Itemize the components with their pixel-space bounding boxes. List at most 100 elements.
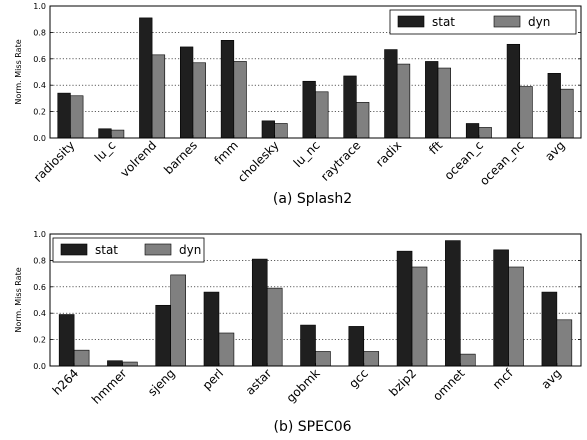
y-tick-label: 0.0	[33, 362, 46, 371]
bar-dyn-radiosity	[70, 95, 84, 139]
bar-dyn-volrend	[151, 54, 166, 139]
bar-stat-sjeng	[155, 304, 171, 367]
x-tick-label: astar	[243, 366, 275, 398]
x-tick-label: raytrace	[318, 138, 364, 184]
bar-stat-lu_nc	[302, 80, 316, 139]
x-tick-label: barnes	[161, 138, 200, 177]
bar-stat-fft	[425, 61, 439, 139]
y-tick-label: 0.4	[33, 309, 46, 318]
y-axis-label: Norm. Miss Rate	[14, 267, 23, 332]
bar-stat-fmm	[220, 40, 235, 139]
chart-caption: (a) Splash2	[273, 191, 352, 207]
x-tick-label: avg	[542, 138, 568, 164]
legend-label-dyn: dyn	[528, 15, 550, 29]
y-tick-label: 0.6	[33, 283, 46, 292]
x-tick-label: lu_c	[92, 138, 119, 165]
y-tick-label: 0.0	[33, 134, 46, 143]
legend: stat dyn	[389, 9, 577, 35]
bar-dyn-omnet	[460, 353, 476, 367]
x-tick-label: omnet	[430, 366, 467, 403]
bar-dyn-avg	[556, 319, 573, 367]
bar-stat-h264	[58, 314, 75, 367]
bar-stat-raytrace	[343, 75, 357, 139]
x-tick-label: radix	[373, 138, 404, 169]
chart-caption: (b) SPEC06	[273, 419, 351, 435]
bar-stat-astar	[251, 258, 268, 367]
bar-stat-perl	[203, 291, 220, 367]
bar-dyn-lu_c	[110, 129, 125, 139]
y-axis-label: Norm. Miss Rate	[14, 39, 23, 104]
x-tick-label: fft	[426, 138, 445, 157]
bar-stat-avg	[547, 73, 561, 139]
legend-label-stat: stat	[95, 243, 118, 257]
x-tick-label: cholesky	[235, 138, 282, 185]
bar-stat-cholesky	[261, 120, 275, 139]
bar-stat-ocean_nc	[506, 43, 521, 139]
bar-stat-radix	[384, 49, 398, 139]
bar-dyn-fft	[437, 67, 452, 139]
bar-dyn-raytrace	[356, 102, 370, 139]
bar-stat-barnes	[179, 46, 194, 139]
bar-dyn-mcf	[508, 266, 524, 367]
bar-dyn-radix	[396, 63, 411, 139]
bar-dyn-hmmer	[122, 361, 138, 367]
bar-dyn-barnes	[192, 62, 206, 139]
y-tick-label: 0.8	[33, 256, 46, 265]
bar-dyn-ocean_c	[478, 127, 492, 139]
legend-label-dyn: dyn	[179, 243, 201, 257]
bar-dyn-gobmk	[315, 351, 331, 367]
bar-stat-gcc	[348, 326, 365, 367]
y-tick-label: 0.8	[33, 28, 46, 37]
y-tick-label: 0.2	[33, 108, 46, 117]
chart-splash2: 0.0 0.2 0.4 0.6 0.8 1.0 Norm. Miss Rate radiosi…	[14, 2, 582, 207]
bar-stat-ocean_c	[465, 123, 480, 139]
bar-dyn-sjeng	[170, 274, 186, 367]
plot-frame	[49, 233, 582, 367]
bar-stat-lu_c	[98, 128, 112, 139]
bar-stat-hmmer	[107, 360, 123, 367]
x-tick-label: avg	[538, 366, 564, 392]
x-tick-label: perl	[200, 366, 226, 392]
bar-dyn-lu_nc	[315, 91, 329, 139]
y-tick-label: 1.0	[33, 230, 46, 239]
bar-dyn-h264	[73, 349, 90, 367]
x-tick-label: gcc	[346, 366, 371, 391]
legend-label-stat: stat	[432, 15, 455, 29]
y-tick-label: 0.2	[33, 336, 46, 345]
x-tick-label: gobmk	[284, 366, 323, 405]
y-tick-label: 0.4	[33, 81, 46, 90]
bar-stat-avg	[541, 291, 558, 367]
legend-swatch-dyn	[493, 15, 521, 28]
bar-dyn-astar	[266, 287, 283, 367]
bar-dyn-gcc	[363, 351, 380, 367]
plot-frame	[49, 5, 582, 139]
y-tick-label: 1.0	[33, 2, 46, 11]
bar-stat-radiosity	[57, 92, 71, 139]
bar-dyn-fmm	[233, 61, 247, 139]
bar-dyn-cholesky	[274, 123, 288, 139]
legend: stat dyn	[52, 237, 205, 263]
bar-dyn-bzip2	[411, 266, 428, 367]
chart-spec06: 0.0 0.2 0.4 0.6 0.8 1.0 Norm. Miss Rate h264 hmm…	[14, 230, 582, 435]
x-tick-label: radiosity	[31, 138, 78, 185]
y-tick-label: 0.6	[33, 55, 46, 64]
bar-stat-gobmk	[300, 324, 316, 367]
x-tick-label: ocean_nc	[477, 138, 527, 188]
bar-dyn-perl	[218, 332, 235, 367]
bar-dyn-avg	[560, 88, 574, 139]
x-tick-label: hmmer	[89, 366, 130, 407]
x-tick-label: volrend	[117, 138, 159, 180]
legend-swatch-stat	[397, 15, 425, 28]
x-tick-label: bzip2	[386, 366, 419, 399]
x-tick-label: h264	[50, 366, 81, 397]
x-tick-label: fmm	[212, 138, 241, 167]
x-tick-label: lu_nc	[291, 138, 323, 170]
bar-stat-omnet	[445, 240, 461, 367]
bar-stat-mcf	[493, 249, 509, 367]
bar-stat-bzip2	[396, 250, 413, 367]
legend-swatch-stat	[60, 243, 88, 256]
bar-stat-volrend	[139, 17, 153, 139]
bar-dyn-ocean_nc	[519, 86, 533, 139]
x-tick-label: sjeng	[145, 366, 178, 399]
